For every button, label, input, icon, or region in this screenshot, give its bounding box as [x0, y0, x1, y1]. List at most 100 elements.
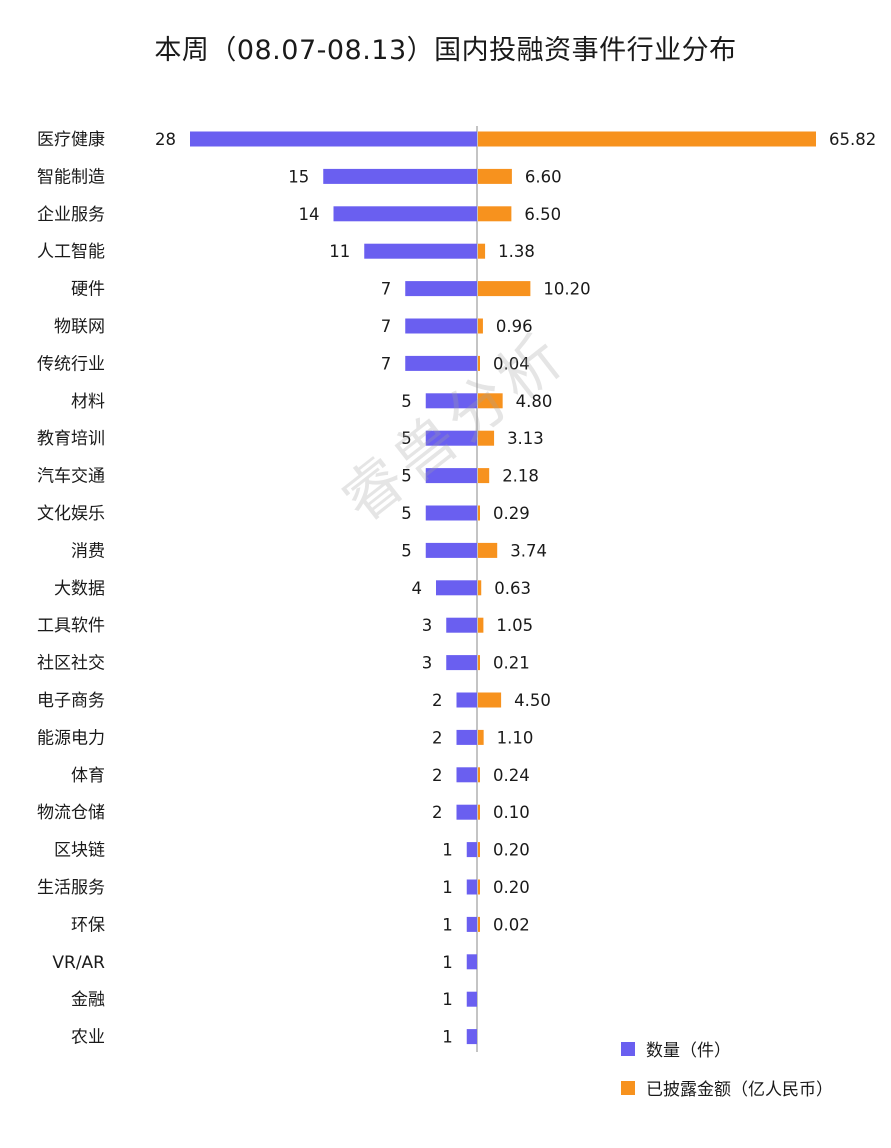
category-label: 生活服务: [37, 878, 105, 898]
count-value-label: 5: [401, 429, 412, 448]
amount-value-label: 2.18: [502, 467, 539, 486]
category-label: 文化娱乐: [37, 504, 105, 524]
category-label: 物流仓储: [37, 803, 105, 823]
category-label: 区块链: [54, 841, 105, 861]
count-bar: [456, 804, 477, 820]
amount-value-label: 3.74: [510, 541, 547, 560]
amount-bar: [478, 916, 480, 932]
count-bar: [456, 767, 477, 783]
amount-value-label: 0.04: [493, 354, 530, 373]
count-value-label: 7: [381, 317, 392, 336]
count-bar: [446, 617, 477, 633]
count-bar: [425, 505, 477, 521]
amount-value-label: 1.05: [496, 616, 533, 635]
count-bar: [466, 954, 477, 970]
count-value-label: 5: [401, 392, 412, 411]
amount-value-label: 6.60: [525, 167, 562, 186]
count-value-label: 2: [432, 691, 443, 710]
amount-value-label: 65.82: [829, 130, 876, 149]
count-bar: [405, 318, 477, 334]
count-bar: [425, 468, 477, 484]
amount-bar: [478, 355, 480, 371]
count-bar: [466, 991, 477, 1007]
amount-bar: [478, 318, 483, 334]
amount-bar: [478, 542, 498, 558]
count-bar: [364, 243, 477, 259]
count-bar: [405, 355, 477, 371]
category-label: 智能制造: [37, 167, 105, 187]
amount-bar: [478, 580, 482, 596]
category-label: 环保: [71, 915, 105, 935]
category-label: 电子商务: [37, 691, 105, 711]
legend-swatch-amount: [621, 1081, 635, 1095]
count-value-label: 4: [412, 579, 423, 598]
count-value-label: 1: [442, 990, 453, 1009]
amount-value-label: 1.10: [497, 728, 534, 747]
category-label: 体育: [71, 766, 105, 786]
category-label: 传统行业: [37, 354, 105, 374]
count-value-label: 2: [432, 728, 443, 747]
count-bar: [466, 842, 477, 858]
amount-bar: [478, 131, 816, 147]
count-value-label: 11: [329, 242, 350, 261]
amount-bar: [478, 842, 480, 858]
category-label: 大数据: [54, 579, 105, 599]
category-label: 硬件: [71, 280, 105, 300]
category-label: 材料: [71, 392, 105, 412]
count-value-label: 3: [422, 654, 433, 673]
amount-bar: [478, 692, 502, 708]
amount-value-label: 10.20: [543, 280, 590, 299]
count-bar: [190, 131, 477, 147]
amount-value-label: 0.10: [493, 803, 530, 822]
count-value-label: 3: [422, 616, 433, 635]
count-value-label: 1: [442, 953, 453, 972]
count-bar: [405, 281, 477, 297]
amount-bar: [478, 393, 503, 409]
amount-value-label: 0.29: [493, 504, 530, 523]
category-label: 能源电力: [37, 728, 105, 748]
category-label: 汽车交通: [37, 467, 105, 487]
count-value-label: 5: [401, 541, 412, 560]
amount-bar: [478, 655, 480, 671]
count-bar: [466, 879, 477, 895]
category-label: 人工智能: [37, 242, 105, 262]
category-label: 企业服务: [37, 205, 105, 225]
amount-value-label: 0.02: [493, 915, 530, 934]
legend-swatch-count: [621, 1042, 635, 1056]
count-value-label: 7: [381, 280, 392, 299]
count-value-label: 2: [432, 766, 443, 785]
amount-bar: [478, 468, 490, 484]
amount-bar: [478, 168, 512, 184]
category-label: 消费: [71, 541, 105, 561]
category-label: 教育培训: [37, 429, 105, 449]
amount-value-label: 0.24: [493, 766, 530, 785]
amount-value-label: 0.20: [493, 878, 530, 897]
amount-value-label: 0.96: [496, 317, 533, 336]
category-label: VR/AR: [52, 953, 105, 973]
category-label: 农业: [71, 1028, 105, 1048]
category-label: 医疗健康: [37, 130, 105, 150]
amount-bar: [478, 281, 531, 297]
amount-bar: [478, 430, 495, 446]
amount-value-label: 4.50: [514, 691, 551, 710]
amount-bar: [478, 804, 480, 820]
count-bar: [323, 168, 477, 184]
amount-bar: [478, 879, 480, 895]
amount-value-label: 4.80: [516, 392, 553, 411]
count-value-label: 7: [381, 354, 392, 373]
amount-bar: [478, 729, 484, 745]
legend: 数量（件） 已披露金额（亿人民币）: [621, 1041, 833, 1100]
count-value-label: 1: [442, 915, 453, 934]
amount-value-label: 6.50: [524, 205, 561, 224]
amount-value-label: 1.38: [498, 242, 535, 261]
amount-value-label: 0.63: [494, 579, 531, 598]
count-bar: [456, 692, 477, 708]
count-bar: [436, 580, 477, 596]
count-bar: [425, 542, 477, 558]
count-value-label: 1: [442, 1028, 453, 1047]
category-label: 物联网: [54, 317, 105, 337]
amount-value-label: 0.21: [493, 654, 530, 673]
count-value-label: 1: [442, 841, 453, 860]
